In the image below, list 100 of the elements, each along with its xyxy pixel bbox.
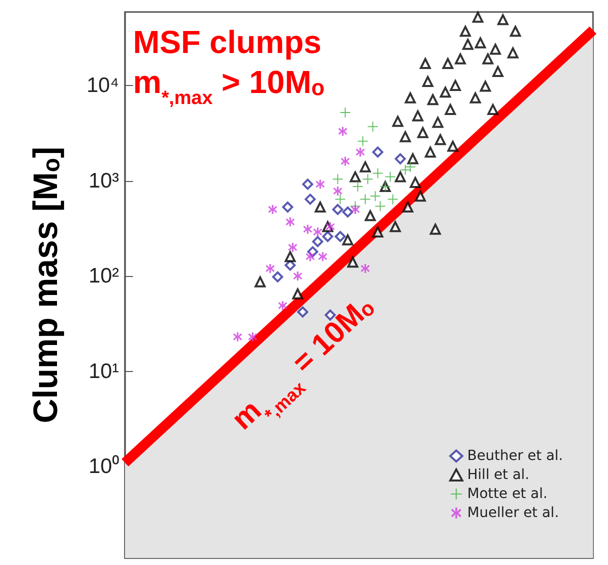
point [254, 276, 266, 288]
point [278, 301, 288, 310]
point [420, 58, 431, 69]
point [410, 176, 421, 188]
point [342, 206, 354, 218]
point [340, 156, 350, 166]
point [372, 168, 383, 178]
y-tick-label: 10¹ [88, 360, 119, 383]
point [364, 210, 376, 222]
point [286, 217, 295, 226]
legend-label: Mueller et al. [467, 505, 559, 521]
point [288, 242, 298, 252]
point [370, 191, 380, 202]
point [394, 153, 406, 164]
point [450, 80, 461, 91]
point [248, 332, 258, 342]
point [507, 47, 518, 58]
point [430, 224, 441, 235]
point [407, 153, 418, 164]
point [334, 231, 346, 242]
point [342, 234, 354, 246]
point [304, 194, 316, 205]
point [472, 12, 484, 23]
point [233, 332, 242, 342]
legend-label: Beuther et al. [467, 448, 564, 464]
point [350, 204, 360, 214]
point [352, 182, 363, 192]
point [417, 127, 428, 138]
point [492, 66, 504, 78]
point [284, 251, 296, 262]
legend-label: Hill et al. [467, 467, 530, 483]
point [447, 140, 458, 152]
y-tick-label: 10⁰ [88, 455, 119, 478]
point [312, 236, 324, 248]
point [356, 148, 365, 157]
point [412, 110, 424, 122]
point [390, 221, 401, 232]
point [318, 252, 328, 262]
point [360, 161, 371, 172]
point [462, 38, 474, 50]
point [375, 201, 386, 212]
point [394, 171, 406, 182]
point [358, 136, 368, 146]
point [400, 131, 411, 142]
point [454, 53, 466, 64]
point [434, 134, 446, 146]
point [293, 272, 302, 281]
point [400, 164, 410, 175]
y-axis-title: Clump mass [Mₒ] [27, 146, 65, 424]
point [422, 76, 434, 88]
point [360, 194, 370, 204]
point [340, 108, 350, 118]
y-tick-label: 10³ [88, 169, 119, 192]
point [480, 80, 491, 92]
point [306, 252, 315, 262]
point [297, 306, 308, 318]
point [335, 194, 346, 204]
point [385, 172, 396, 182]
y-tick-label: 10² [88, 264, 119, 288]
point [360, 264, 370, 274]
point [487, 104, 498, 115]
point [314, 202, 326, 213]
point [372, 226, 384, 238]
point [405, 162, 416, 172]
point [414, 190, 426, 202]
point [402, 202, 414, 213]
point [350, 171, 361, 182]
point [268, 204, 278, 214]
point [368, 122, 378, 132]
point [470, 92, 481, 104]
point [332, 174, 343, 184]
point [442, 58, 454, 69]
legend-label: Motte et al. [467, 486, 548, 502]
point [424, 146, 436, 158]
point [292, 288, 304, 300]
point [372, 146, 384, 158]
point [303, 224, 312, 234]
point [313, 227, 322, 236]
point [316, 180, 325, 189]
point [432, 116, 444, 128]
point [404, 92, 416, 104]
point [338, 126, 348, 136]
point [302, 178, 314, 190]
point [272, 271, 284, 282]
annotation: MSF clumps [133, 24, 322, 60]
point [482, 53, 494, 64]
point [322, 231, 334, 242]
y-tick-label: 10⁴ [86, 74, 119, 97]
point [266, 264, 275, 274]
point [392, 116, 404, 127]
point [282, 202, 294, 213]
point [333, 186, 342, 196]
point [490, 44, 501, 55]
point [460, 26, 471, 37]
point [440, 86, 451, 98]
point [347, 256, 358, 268]
point [284, 260, 296, 271]
point [474, 37, 486, 48]
point [497, 14, 508, 26]
point [362, 174, 373, 184]
